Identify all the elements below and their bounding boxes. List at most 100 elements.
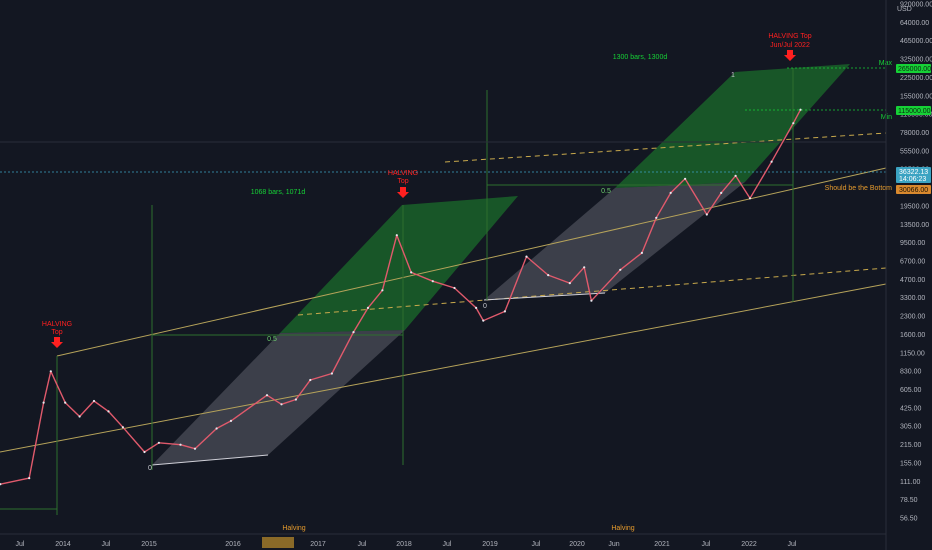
- price-point-32: [568, 282, 571, 285]
- price-point-26: [453, 286, 456, 290]
- price-point-9: [143, 450, 146, 454]
- y-tick-label-24: 215.00: [900, 442, 922, 449]
- price-point-10: [157, 441, 160, 444]
- y-tick-label-20: 830.00: [900, 369, 922, 376]
- price-point-12: [193, 447, 197, 450]
- channel-base-2: [483, 292, 606, 301]
- price-point-39: [684, 177, 687, 180]
- price-point-28: [482, 319, 485, 322]
- y-tick-label-26: 111.00: [900, 479, 920, 486]
- y-tick-label-23: 305.00: [900, 424, 922, 431]
- y-tick-label-28: 56.50: [900, 516, 918, 523]
- price-point-4: [64, 401, 67, 404]
- x-tick-label-3: 2015: [141, 541, 157, 548]
- y-tick-label-19: 1150.00: [900, 350, 925, 357]
- price-point-36: [640, 251, 644, 254]
- x-tick-label-7: Jul: [358, 541, 367, 548]
- price-point-35: [619, 268, 622, 271]
- price-point-1: [28, 477, 31, 480]
- bars-label-1: 1068 bars, 1071d: [251, 189, 306, 196]
- x-tick-label-9: Jul: [443, 541, 452, 548]
- x-tick-label-12: 2020: [569, 541, 585, 548]
- x-tick-label-10: 2019: [482, 541, 498, 548]
- x-tick-label-16: 2022: [741, 541, 757, 548]
- y-tick-label-17: 2300.00: [900, 314, 925, 321]
- y-tick-label-18: 1600.00: [900, 332, 925, 339]
- price-point-5: [78, 415, 81, 418]
- x-tick-label-0: Jul: [16, 541, 25, 548]
- channel-green-1: [280, 196, 518, 333]
- y-tick-label-16: 3300.00: [900, 295, 925, 302]
- price-point-20: [352, 331, 355, 334]
- price-point-34: [590, 299, 593, 302]
- dashed-line-upper: [444, 132, 887, 163]
- y-tick-label-11: 19500.00: [900, 203, 929, 210]
- x-tick-label-17: Jul: [788, 541, 797, 548]
- halving-top-3-arrow: [784, 50, 796, 61]
- y-tick-label-13: 9500.00: [900, 240, 925, 247]
- current-price-label: 36322.13: [899, 169, 928, 176]
- lower-trend-line: [0, 283, 887, 453]
- price-point-40: [705, 213, 708, 216]
- price-point-18: [309, 378, 312, 382]
- price-point-3: [49, 370, 52, 373]
- price-point-45: [792, 122, 795, 125]
- price-point-15: [265, 394, 269, 397]
- one-label: 1: [731, 72, 735, 79]
- fib-label-1: 0.5: [267, 336, 277, 343]
- current-price-box: [896, 167, 931, 183]
- fib-label-2: 0.5: [601, 188, 611, 195]
- halving-top-2-line1: HALVING: [388, 170, 418, 177]
- price-point-43: [748, 197, 752, 200]
- should-be-bottom-label: Should be the Bottom: [825, 185, 892, 192]
- y-tick-label-15: 4700.00: [900, 277, 925, 284]
- y-tick-label-2: 465000.00: [900, 38, 932, 45]
- price-point-33: [583, 266, 586, 269]
- price-point-2: [42, 401, 45, 404]
- y-tick-label-8: 55500.00: [900, 148, 929, 155]
- price-point-27: [475, 306, 478, 309]
- halving-label-2: Halving: [611, 525, 634, 532]
- zero-label-1: 0: [148, 465, 152, 472]
- price-point-46: [799, 108, 802, 111]
- y-tick-label-6: 110000.00: [900, 112, 932, 119]
- price-point-31: [547, 274, 550, 277]
- price-point-44: [770, 160, 773, 163]
- x-tick-label-15: Jul: [702, 541, 711, 548]
- y-tick-label-7: 78000.00: [900, 130, 929, 137]
- x-tick-label-6: 2017: [310, 541, 326, 548]
- halving-top-3-line2: Jun/Jul 2022: [770, 42, 810, 49]
- y-tick-label-5: 155000.00: [900, 93, 932, 100]
- price-point-22: [381, 289, 384, 292]
- min-price-label: 115000.00: [898, 108, 931, 115]
- price-point-8: [121, 426, 124, 429]
- bottom-price-box: [896, 185, 931, 194]
- y-unit-label: USD: [897, 6, 912, 13]
- channel-white-2: [484, 182, 745, 300]
- bottom-price-label: 30066.00: [899, 187, 928, 194]
- channel-white-1: [152, 330, 405, 465]
- current-time-label: 14:06:23: [899, 176, 926, 183]
- x-tick-label-13: Jun: [608, 541, 619, 548]
- price-point-16: [280, 403, 283, 406]
- y-tick-label-22: 425.00: [900, 405, 922, 412]
- halving-top-2-line2: Top: [397, 178, 408, 185]
- min-price-box: [896, 106, 931, 115]
- price-point-29: [503, 310, 506, 313]
- halving-label-1: Halving: [282, 525, 305, 532]
- upper-trend-line: [56, 167, 887, 357]
- price-point-37: [655, 216, 658, 219]
- price-point-21: [366, 306, 370, 309]
- halving-top-1-line1: HALVING: [42, 321, 72, 328]
- price-point-17: [294, 398, 297, 401]
- price-point-6: [92, 399, 96, 403]
- x-tick-label-1: 2014: [55, 541, 71, 548]
- channel-base-1: [151, 454, 269, 466]
- price-point-14: [229, 419, 233, 422]
- zero-label-2: 0: [483, 303, 487, 310]
- y-tick-label-1: 64000.00: [900, 20, 929, 27]
- price-point-7: [107, 410, 110, 413]
- y-tick-label-27: 78.50: [900, 497, 918, 504]
- y-tick-label-3: 325000.00: [900, 57, 932, 64]
